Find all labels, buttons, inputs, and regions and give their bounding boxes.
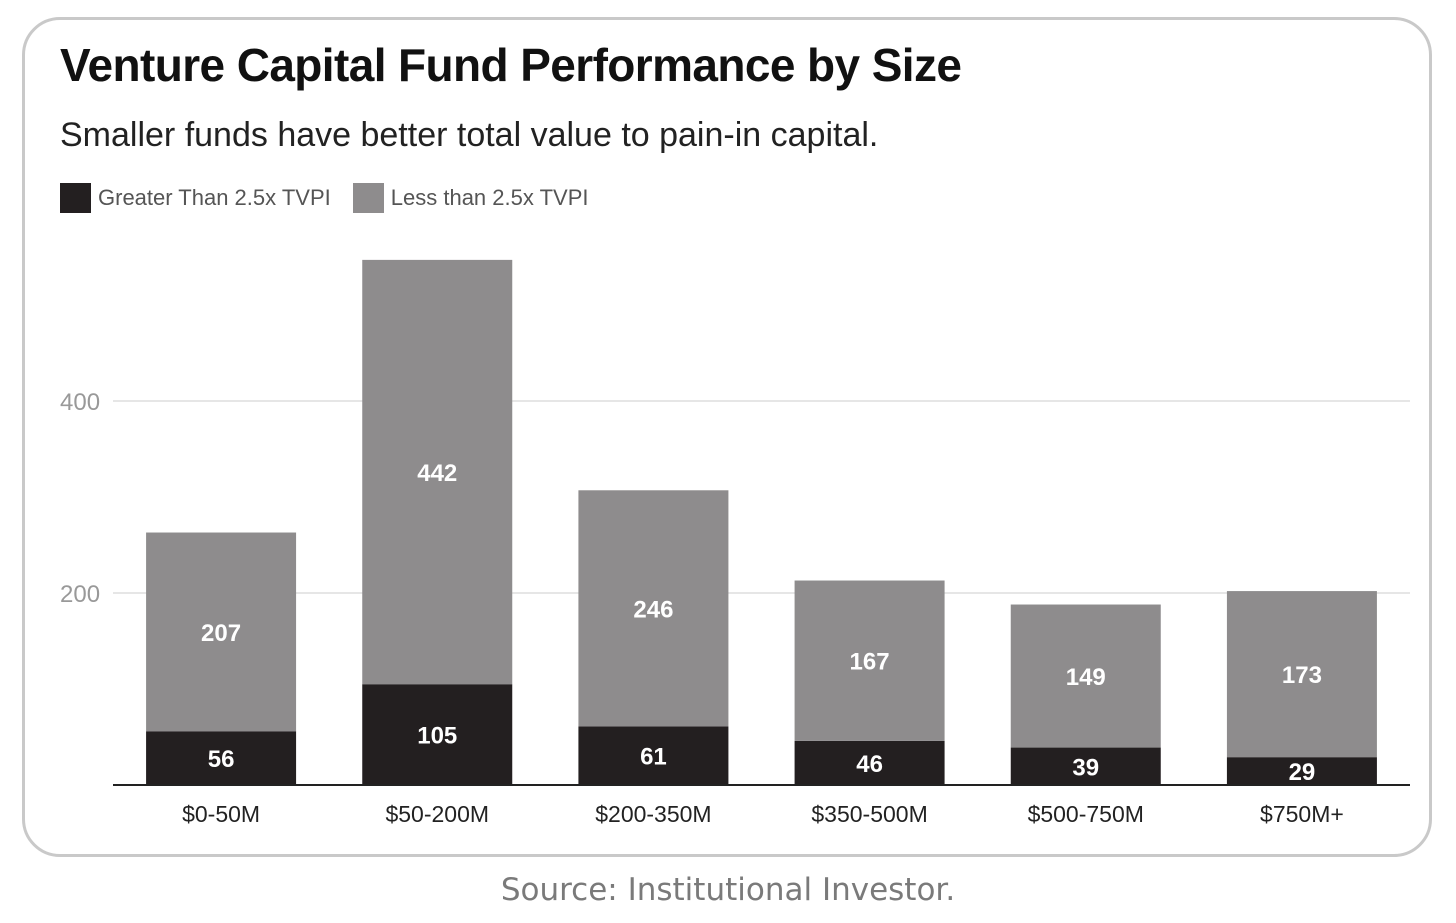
x-tick-label: $350-500M [811,801,927,827]
data-label: 246 [633,596,673,623]
bar--500-750m-series-1 [1010,604,1161,748]
bar--200-350m-series-0 [578,726,729,785]
bar--200-350m-series-1 [578,490,729,727]
legend-item-less: Less than 2.5x TVPI [352,183,589,213]
data-label: 207 [201,620,241,647]
legend-label-greater: Greater Than 2.5x TVPI [98,185,331,210]
legend-swatch-greater [60,183,91,213]
source-note: Source: Institutional Investor. [500,872,956,908]
chart-subtitle: Smaller funds have better total value to… [60,116,879,154]
bar--0-50m-series-0 [146,731,297,785]
data-label: 29 [1289,759,1316,786]
legend-swatch-less [352,183,384,213]
bar--50-200m-series-0 [362,684,513,785]
bar--350-500m-series-1 [794,580,945,741]
y-tick-label-400: 400 [60,389,100,416]
x-tick-label: $50-200M [385,801,489,827]
chart-title: Venture Capital Fund Performance by Size [60,39,962,91]
x-tick-label: $750M+ [1260,801,1344,827]
bar--500-750m-series-0 [1010,747,1161,785]
data-label: 105 [417,723,457,750]
bar--750m--series-0 [1226,757,1377,785]
x-tick-label: $200-350M [595,801,711,827]
bar--50-200m-series-1 [362,259,513,685]
data-label: 46 [856,751,883,778]
legend-item-greater: Greater Than 2.5x TVPI [60,183,331,213]
bar--750m--series-1 [1226,591,1377,758]
chart-legend: Greater Than 2.5x TVPI Less than 2.5x TV… [60,183,610,213]
y-tick-label-200: 200 [60,581,100,608]
bar--0-50m-series-1 [146,532,297,732]
data-label: 173 [1282,662,1322,689]
data-label: 56 [208,746,235,773]
data-label: 61 [640,744,667,771]
x-tick-label: $0-50M [182,801,260,827]
x-tick-label: $500-750M [1028,801,1144,827]
data-label: 442 [417,460,457,487]
data-label: 149 [1066,664,1106,691]
data-label: 167 [850,649,890,676]
legend-label-less: Less than 2.5x TVPI [390,185,589,210]
bar--350-500m-series-0 [794,740,945,785]
data-label: 39 [1072,754,1099,781]
